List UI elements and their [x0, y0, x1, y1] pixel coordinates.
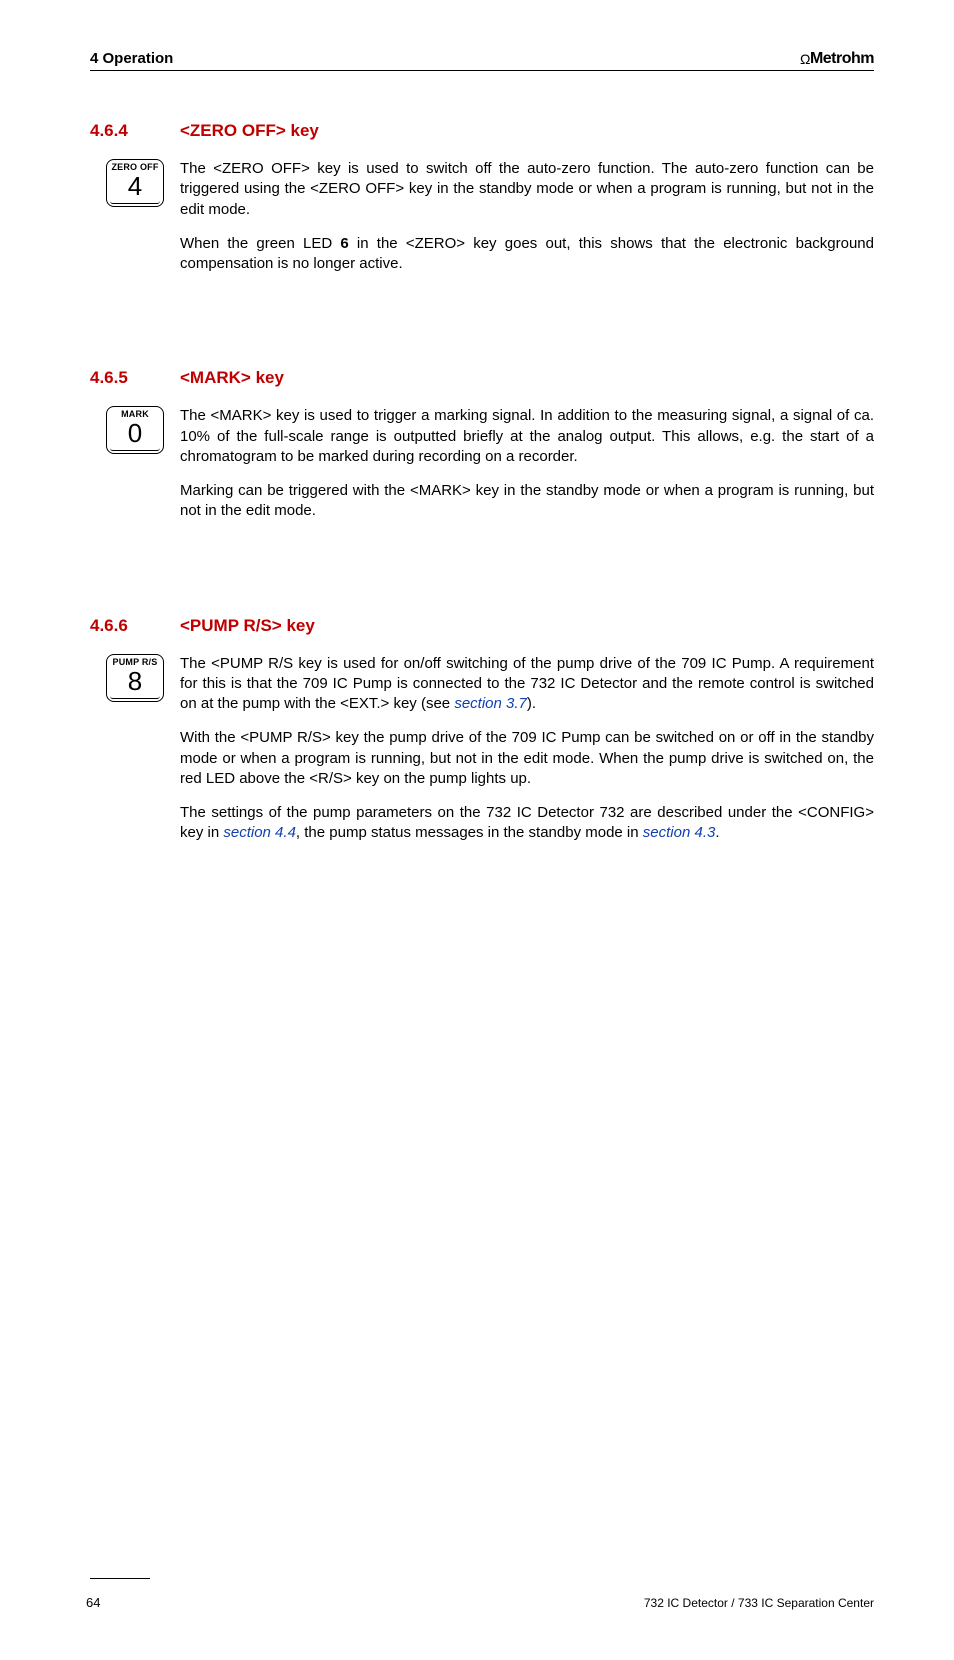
cross-reference-link[interactable]: section 3.7: [454, 695, 527, 712]
paragraph: When the green LED 6 in the <ZERO> key g…: [180, 234, 874, 275]
key-digit: 8: [128, 668, 142, 694]
section-title: <MARK> key: [180, 368, 284, 388]
section-zero-off: 4.6.4 <ZERO OFF> key ZERO OFF 4 The <ZER…: [90, 121, 874, 288]
key-digit: 4: [128, 173, 142, 199]
section-heading: 4.6.6 <PUMP R/S> key: [90, 616, 874, 636]
footer-doc-title: 732 IC Detector / 733 IC Separation Cent…: [644, 1596, 874, 1610]
paragraph: The settings of the pump parameters on t…: [180, 803, 874, 844]
footer-rule: [90, 1578, 150, 1579]
page-footer: 64 732 IC Detector / 733 IC Separation C…: [90, 1198, 874, 1610]
section-title: <PUMP R/S> key: [180, 616, 315, 636]
brand-symbol: Ω: [800, 51, 810, 67]
pump-rs-key-icon: PUMP R/S 8: [106, 654, 164, 702]
section-title: <ZERO OFF> key: [180, 121, 319, 141]
paragraph: With the <PUMP R/S> key the pump drive o…: [180, 728, 874, 789]
page-number: 64: [86, 1595, 150, 1610]
led-number: 6: [340, 235, 348, 252]
section-mark: 4.6.5 <MARK> key MARK 0 The <MARK> key i…: [90, 368, 874, 535]
key-digit: 0: [128, 420, 142, 446]
header-section-label: 4 Operation: [90, 50, 173, 67]
section-text: The <ZERO OFF> key is used to switch off…: [180, 159, 874, 288]
zero-off-key-icon: ZERO OFF 4: [106, 159, 164, 207]
cross-reference-link[interactable]: section 4.4: [223, 824, 296, 841]
mark-key-icon: MARK 0: [106, 406, 164, 454]
brand-logo: ΩMetrohm: [800, 50, 874, 68]
section-heading: 4.6.4 <ZERO OFF> key: [90, 121, 874, 141]
section-number: 4.6.4: [90, 121, 180, 141]
section-heading: 4.6.5 <MARK> key: [90, 368, 874, 388]
text-span: .: [715, 824, 719, 841]
brand-name: Metrohm: [810, 50, 874, 67]
page-header: 4 Operation ΩMetrohm: [90, 50, 874, 71]
paragraph: The <MARK> key is used to trigger a mark…: [180, 406, 874, 467]
paragraph: The <PUMP R/S key is used for on/off swi…: [180, 654, 874, 715]
section-text: The <PUMP R/S key is used for on/off swi…: [180, 654, 874, 858]
section-text: The <MARK> key is used to trigger a mark…: [180, 406, 874, 535]
section-number: 4.6.5: [90, 368, 180, 388]
text-span: , the pump status messages in the standb…: [296, 824, 643, 841]
text-span: When the green LED: [180, 235, 340, 252]
paragraph: Marking can be triggered with the <MARK>…: [180, 481, 874, 522]
key-label: PUMP R/S: [113, 657, 158, 667]
paragraph: The <ZERO OFF> key is used to switch off…: [180, 159, 874, 220]
section-number: 4.6.6: [90, 616, 180, 636]
cross-reference-link[interactable]: section 4.3: [643, 824, 716, 841]
section-pump-rs: 4.6.6 <PUMP R/S> key PUMP R/S 8 The <PUM…: [90, 616, 874, 858]
text-span: ).: [527, 695, 536, 712]
